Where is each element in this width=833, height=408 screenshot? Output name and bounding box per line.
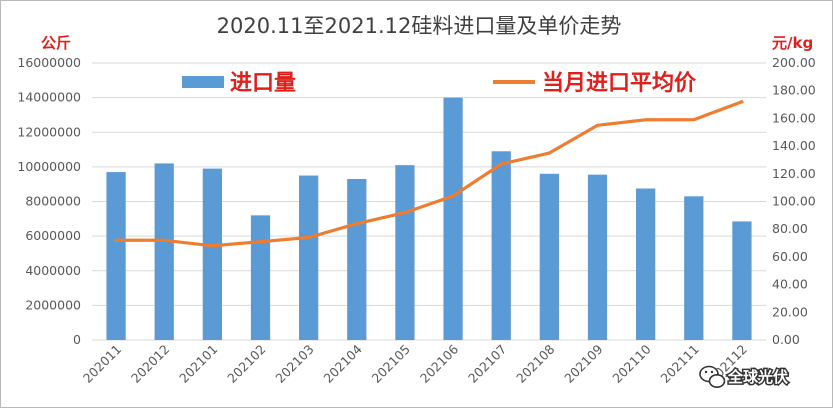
bar xyxy=(299,175,319,340)
left-axis-unit: 公斤 xyxy=(41,34,71,52)
x-axis-ticks: 202011 202012 202101 202102 202103 202104 2021… xyxy=(80,341,750,385)
bar xyxy=(732,221,752,340)
legend-label-line: 当月进口平均价 xyxy=(542,70,697,96)
x-tick-label: 202104 xyxy=(321,341,365,385)
bar xyxy=(347,178,367,340)
line-series xyxy=(114,100,744,248)
left-axis-ticks: 0 2000000 4000000 6000000 8000000 10000000 120… xyxy=(17,55,81,347)
x-tick-label: 202012 xyxy=(128,342,172,386)
right-axis-unit: 元/kg xyxy=(772,34,813,52)
wechat-icon xyxy=(699,365,726,388)
right-tick-label: 60.00 xyxy=(772,249,808,264)
bar xyxy=(443,97,463,340)
right-axis-ticks: 0.00 20.00 40.00 60.00 80.00 100.00 120.00 140.… xyxy=(772,55,816,347)
left-tick-label: 0 xyxy=(73,332,81,347)
chart-title: 2020.11至2021.12硅料进口量及单价走势 xyxy=(217,14,622,38)
right-tick-label: 120.00 xyxy=(772,166,816,181)
right-tick-label: 20.00 xyxy=(772,304,808,319)
legend-label-bar: 进口量 xyxy=(230,71,296,96)
x-tick-label: 202110 xyxy=(609,341,653,385)
left-tick-label: 12000000 xyxy=(17,124,81,139)
x-tick-label: 202109 xyxy=(561,341,605,385)
bar xyxy=(106,172,126,340)
bar-series xyxy=(106,97,752,340)
x-tick-label: 202011 xyxy=(80,342,124,386)
watermark: 全球光伏 xyxy=(699,365,790,388)
x-tick-label: 202101 xyxy=(176,342,220,386)
bar xyxy=(539,173,559,340)
left-tick-label: 4000000 xyxy=(25,263,81,278)
left-tick-label: 14000000 xyxy=(17,90,81,105)
bar xyxy=(154,163,174,340)
right-tick-label: 160.00 xyxy=(772,110,816,125)
left-tick-label: 16000000 xyxy=(17,55,81,70)
bar xyxy=(250,215,271,340)
left-tick-label: 2000000 xyxy=(25,297,81,312)
right-tick-label: 100.00 xyxy=(772,194,816,209)
x-tick-label: 202105 xyxy=(369,342,413,386)
right-tick-label: 40.00 xyxy=(772,277,808,292)
x-tick-label: 202103 xyxy=(272,342,316,386)
bar xyxy=(395,165,415,340)
legend-swatch-bar xyxy=(182,76,224,88)
left-tick-label: 6000000 xyxy=(25,228,81,243)
bar xyxy=(587,174,608,340)
right-tick-label: 80.00 xyxy=(772,221,808,236)
bar xyxy=(684,196,704,340)
x-tick-label: 202108 xyxy=(513,341,557,385)
bar xyxy=(202,168,222,340)
left-tick-label: 10000000 xyxy=(17,159,81,174)
right-tick-label: 140.00 xyxy=(772,138,816,153)
gridlines xyxy=(92,62,766,341)
right-tick-label: 200.00 xyxy=(772,55,816,70)
bar xyxy=(491,151,511,340)
right-tick-label: 0.00 xyxy=(772,332,800,347)
x-tick-label: 202102 xyxy=(224,342,268,386)
x-tick-label: 202107 xyxy=(465,342,509,386)
bar xyxy=(636,188,656,340)
watermark-text: 全球光伏 xyxy=(727,368,788,386)
right-tick-label: 180.00 xyxy=(772,83,816,98)
left-tick-label: 8000000 xyxy=(25,194,81,209)
x-tick-label: 202106 xyxy=(417,341,461,385)
legend: 进口量 当月进口平均价 xyxy=(182,70,697,96)
price-line xyxy=(114,100,744,248)
x-tick-label: 202111 xyxy=(658,342,702,386)
